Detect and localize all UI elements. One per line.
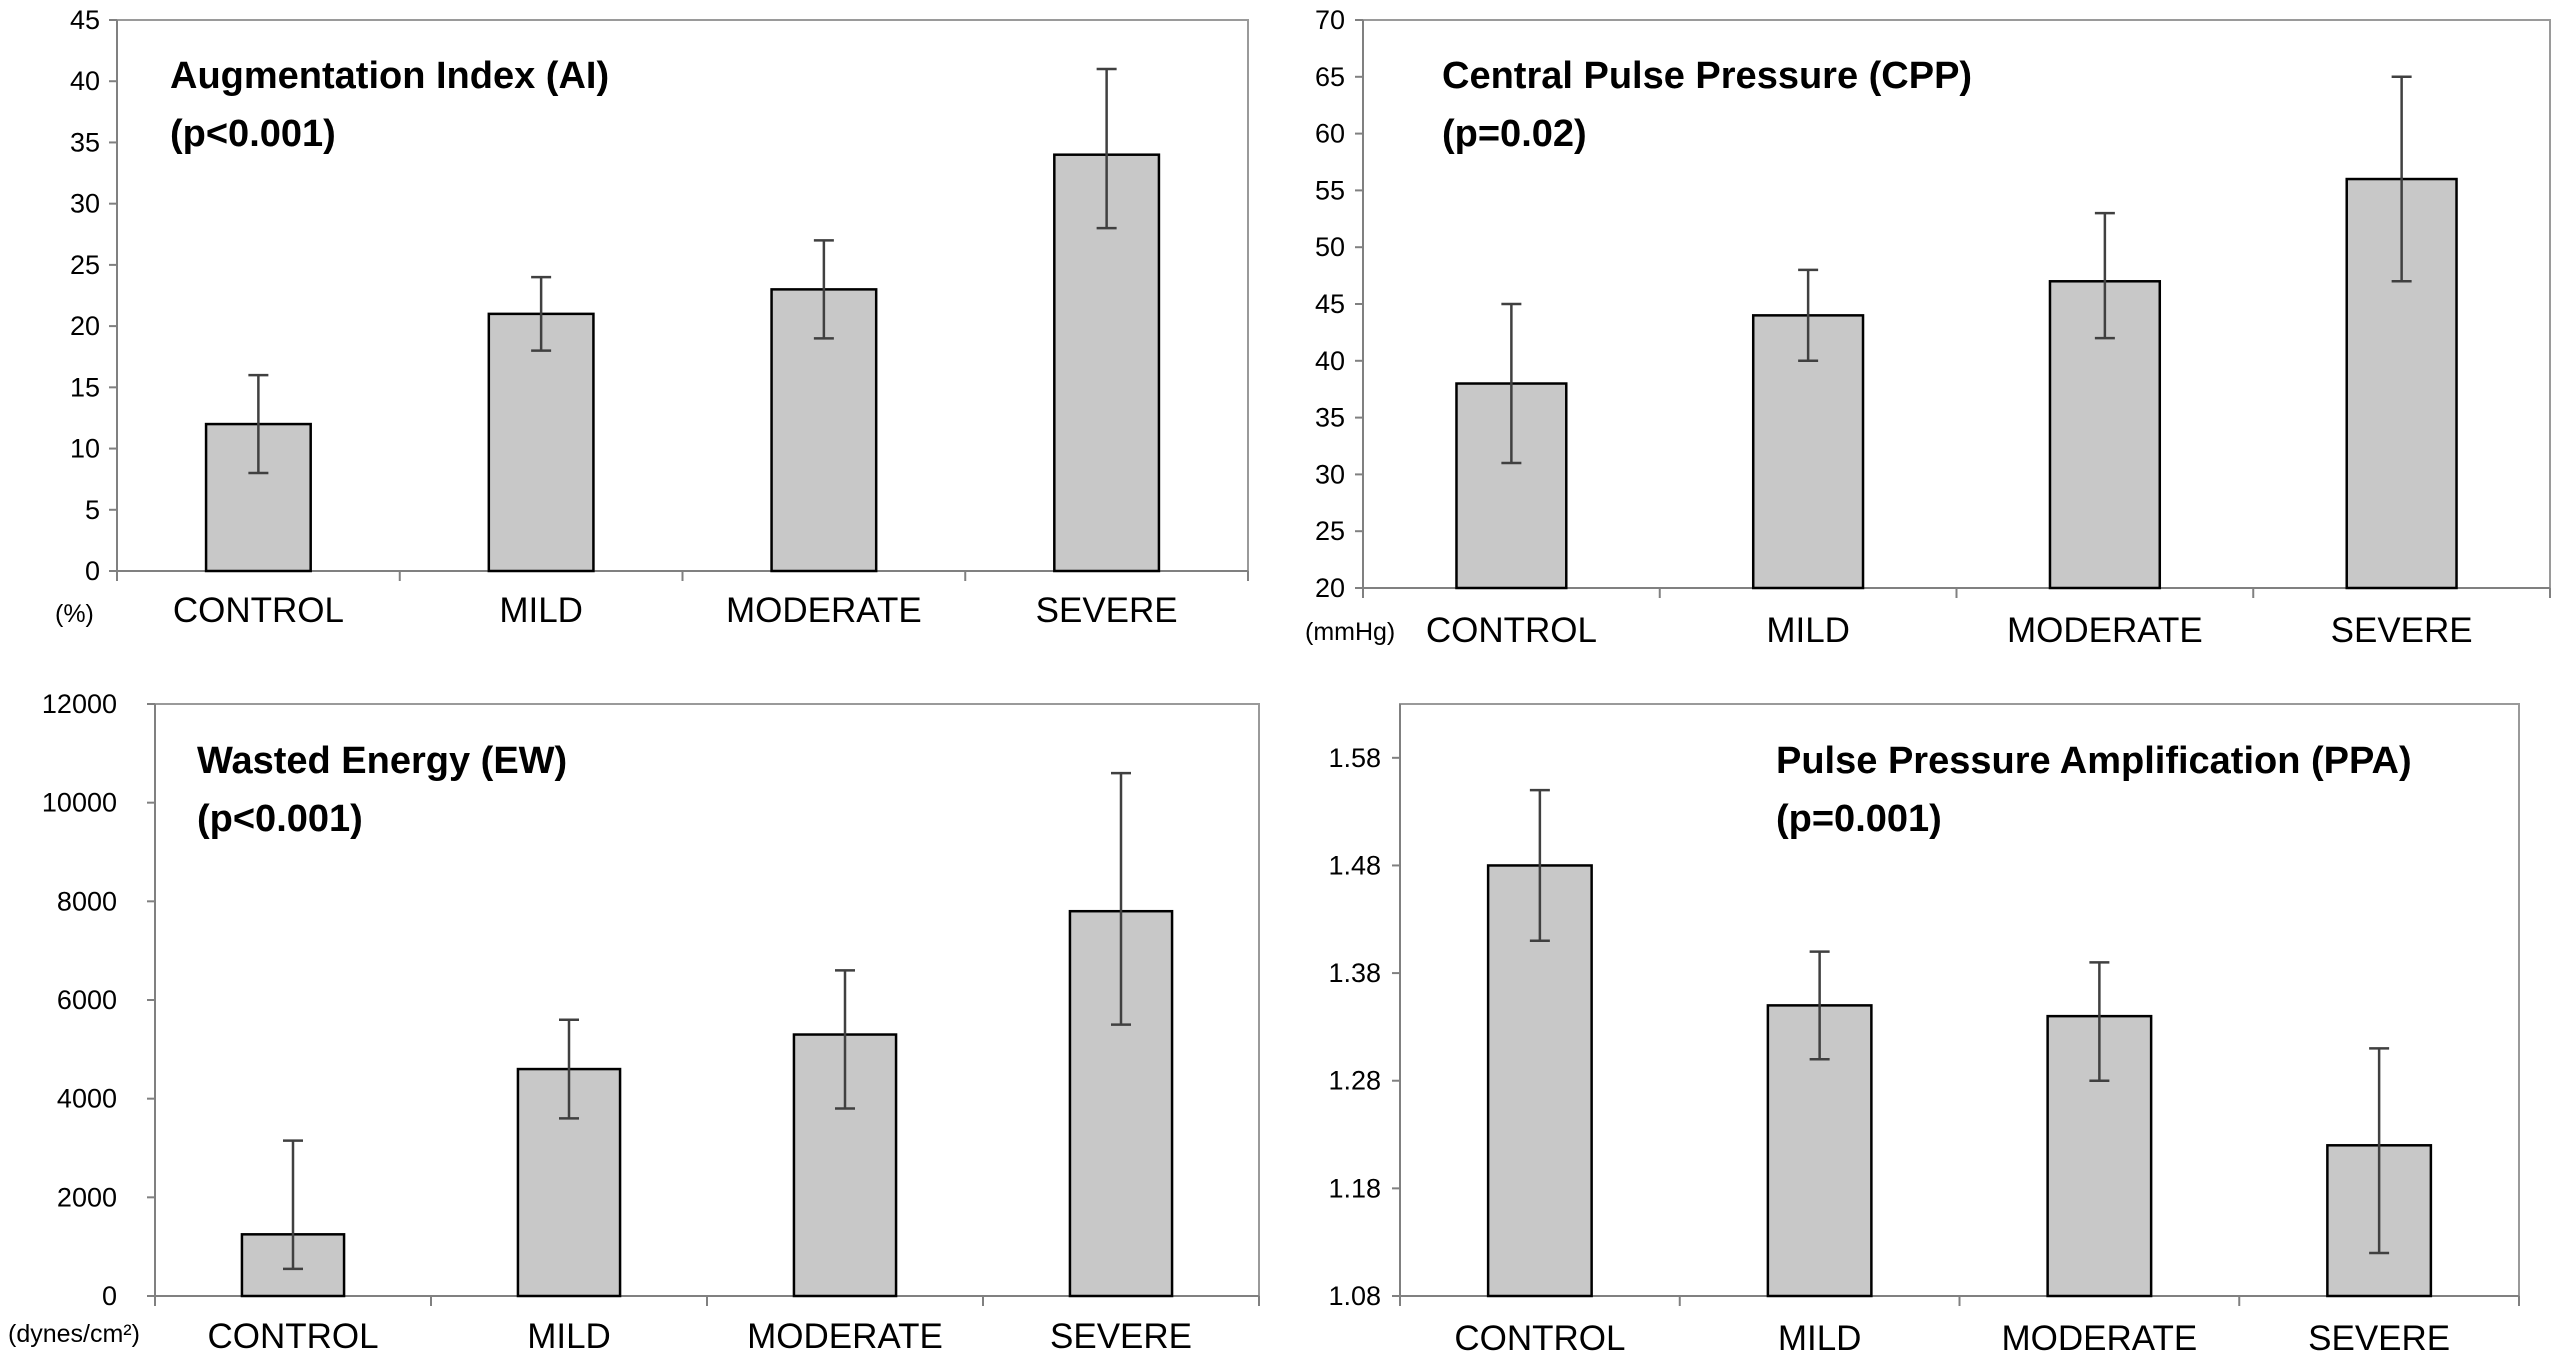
y-tick-label: 15 <box>70 372 100 402</box>
y-tick-label: 12000 <box>42 689 117 719</box>
x-tick-label: CONTROL <box>1454 1319 1625 1358</box>
chart-subtitle: (p<0.001) <box>197 798 363 840</box>
y-tick-label: 0 <box>102 1281 117 1311</box>
y-tick-label: 20 <box>70 311 100 341</box>
bar-mild <box>487 312 595 573</box>
x-tick-label: SEVERE <box>2331 611 2473 650</box>
x-tick-label: CONTROL <box>173 591 344 630</box>
y-tick-label: 35 <box>1315 403 1345 433</box>
y-tick-label: 5 <box>85 495 100 525</box>
chart-subtitle: (p=0.001) <box>1776 798 1942 840</box>
chart-title: Central Pulse Pressure (CPP) <box>1442 55 1972 97</box>
y-tick-label: 45 <box>70 5 100 35</box>
y-tick-label: 65 <box>1315 62 1345 92</box>
y-tick-label: 30 <box>70 189 100 219</box>
y-tick-label: 40 <box>1315 346 1345 376</box>
x-tick-label: MODERATE <box>2002 1319 2198 1358</box>
x-tick-label: SEVERE <box>2308 1319 2450 1358</box>
y-tick-label: 70 <box>1315 5 1345 35</box>
x-tick-label: MILD <box>1778 1319 1862 1358</box>
y-tick-label: 55 <box>1315 175 1345 205</box>
y-unit-label: (%) <box>55 600 94 628</box>
x-tick-label: MODERATE <box>747 1317 943 1356</box>
x-tick-label: MILD <box>1766 611 1850 650</box>
chart-2: 20 25 30 35 40 45 50 55 60 65 70 CONTROL MILD MODERAT… <box>1305 5 2551 650</box>
x-tick-label: MODERATE <box>726 591 922 630</box>
y-tick-label: 10000 <box>42 788 117 818</box>
x-tick-label: MODERATE <box>2007 611 2203 650</box>
y-tick-label: 1.18 <box>1328 1173 1381 1203</box>
y-tick-label: 1.58 <box>1328 743 1381 773</box>
y-unit-label: (mmHg) <box>1305 618 1395 646</box>
y-tick-label: 1.08 <box>1328 1281 1381 1311</box>
y-tick-label: 50 <box>1315 232 1345 262</box>
y-tick-label: 1.48 <box>1328 850 1381 880</box>
y-unit-label: (dynes/cm²) <box>8 1320 140 1348</box>
y-tick-label: 6000 <box>57 985 117 1015</box>
y-tick-label: 1.28 <box>1328 1066 1381 1096</box>
x-tick-label: CONTROL <box>207 1317 378 1356</box>
chart-3: 0 2000 4000 6000 8000 10000 12000 CONTROL MILD MO… <box>8 689 1260 1356</box>
y-tick-label: 8000 <box>57 886 117 916</box>
y-tick-label: 40 <box>70 66 100 96</box>
y-tick-label: 25 <box>1315 516 1345 546</box>
x-tick-label: SEVERE <box>1036 591 1178 630</box>
y-tick-label: 4000 <box>57 1084 117 1114</box>
y-tick-label: 1.38 <box>1328 958 1381 988</box>
x-tick-label: CONTROL <box>1426 611 1597 650</box>
x-tick-label: SEVERE <box>1050 1317 1192 1356</box>
x-tick-label: MILD <box>527 1317 611 1356</box>
chart-title: Augmentation Index (AI) <box>170 55 609 97</box>
y-tick-label: 30 <box>1315 459 1345 489</box>
chart-subtitle: (p<0.001) <box>170 113 336 155</box>
chart-subtitle: (p=0.02) <box>1442 113 1587 155</box>
y-tick-label: 45 <box>1315 289 1345 319</box>
x-tick-label: MILD <box>499 591 583 630</box>
y-tick-label: 20 <box>1315 573 1345 603</box>
chart-title: Pulse Pressure Amplification (PPA) <box>1776 740 2412 782</box>
y-tick-label: 10 <box>70 434 100 464</box>
chart-4: 1.08 1.18 1.28 1.38 1.48 1.58 CONTROL MILD MODER… <box>1328 703 2520 1358</box>
y-tick-label: 25 <box>70 250 100 280</box>
y-tick-label: 0 <box>85 556 100 586</box>
y-tick-label: 35 <box>70 127 100 157</box>
chart-title: Wasted Energy (EW) <box>197 740 567 782</box>
y-tick-label: 60 <box>1315 119 1345 149</box>
chart-1: 0 5 10 15 20 25 30 35 40 45 CONTROL MILD MODERATE SEV… <box>55 5 1249 630</box>
y-tick-label: 2000 <box>57 1182 117 1212</box>
